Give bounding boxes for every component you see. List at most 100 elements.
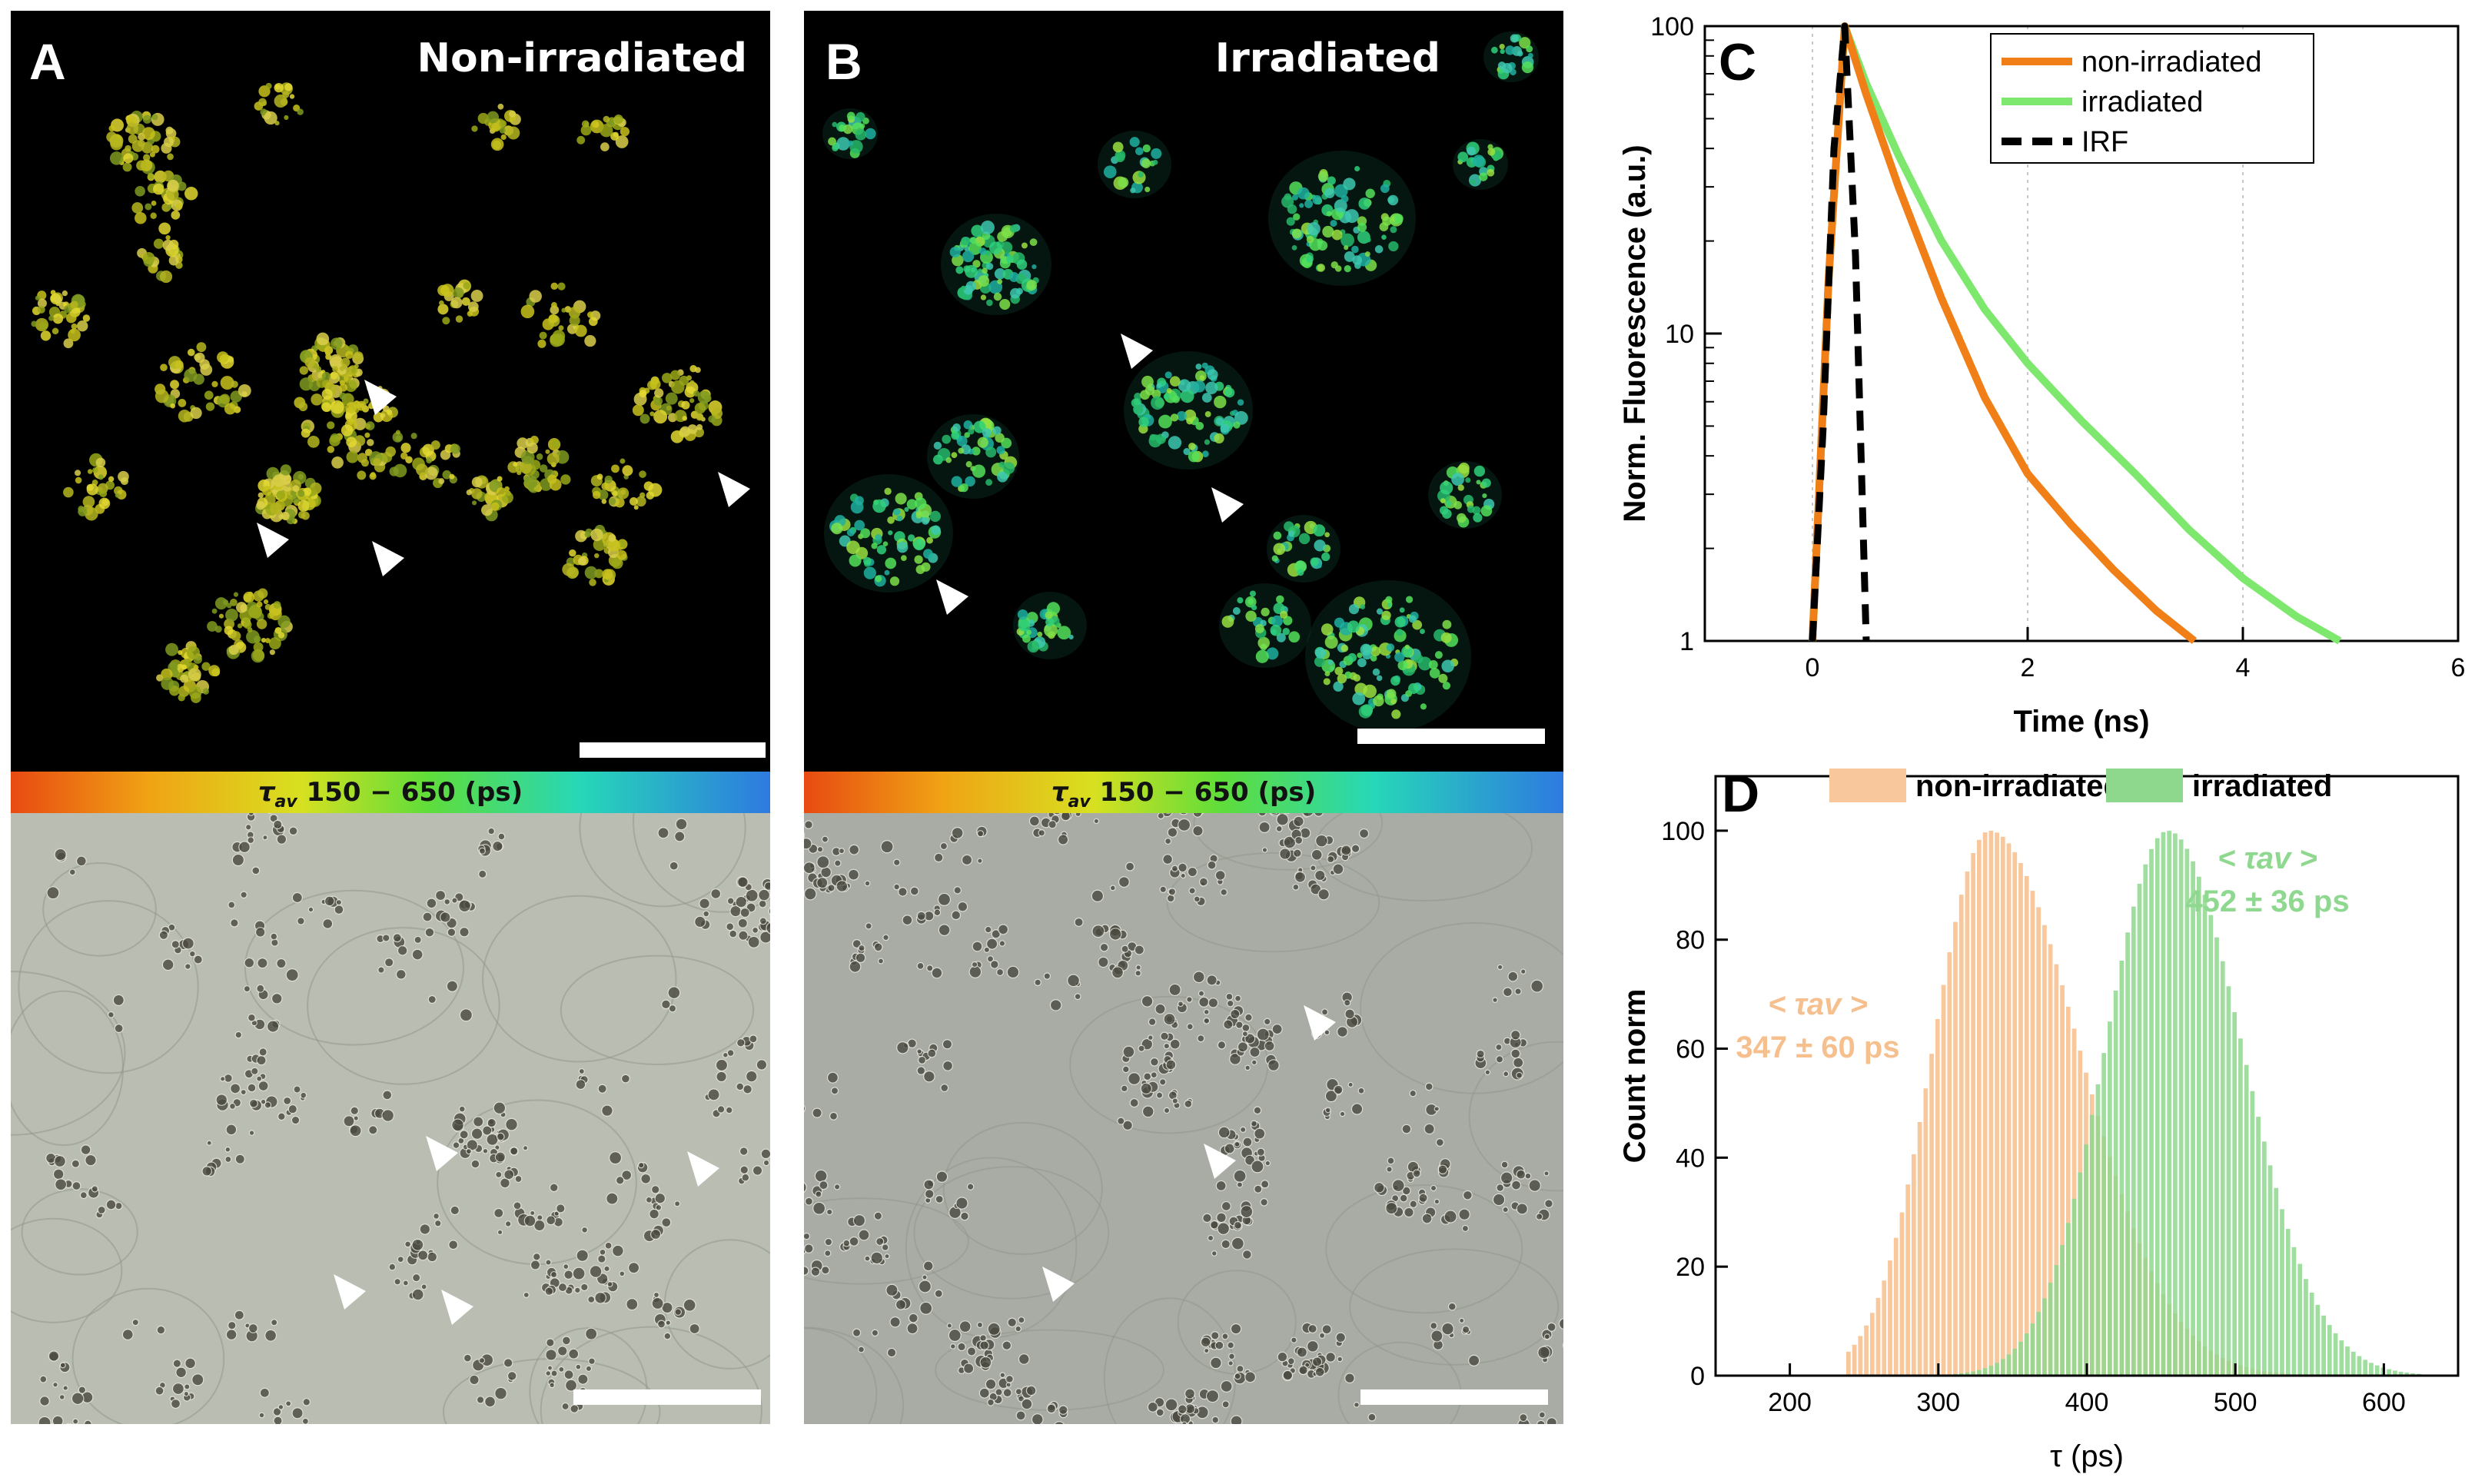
cell-dot — [588, 317, 598, 327]
cell-dot — [907, 534, 915, 542]
particle — [476, 1396, 485, 1404]
cell-dot — [640, 492, 646, 498]
particle — [234, 1154, 245, 1164]
particle — [58, 1393, 65, 1400]
particle — [1434, 1198, 1440, 1205]
cell-dot — [997, 231, 1008, 242]
series-line-non-irradiated — [1809, 22, 2198, 644]
particle — [1038, 829, 1045, 837]
particle — [238, 841, 251, 854]
cell-dot — [633, 505, 639, 510]
particle — [587, 1295, 596, 1303]
cell-dot — [620, 458, 626, 464]
cell-dot — [1340, 644, 1349, 652]
particle — [735, 895, 748, 908]
cell-dot — [610, 131, 620, 141]
cell-dot — [1135, 147, 1144, 156]
annotation-label: < τav > — [1768, 988, 1868, 1021]
cell-dot — [904, 506, 909, 512]
cell-dot — [175, 203, 182, 210]
particle — [1091, 925, 1105, 938]
particle — [669, 861, 679, 871]
particle — [1150, 1071, 1158, 1079]
cell-dot — [277, 615, 291, 629]
particle — [1163, 1107, 1171, 1114]
particle — [558, 1366, 565, 1373]
cell-dot — [584, 334, 596, 347]
cell-dot — [1199, 375, 1205, 380]
cell-dot — [1397, 660, 1408, 671]
particle — [957, 901, 968, 912]
cell-dot — [545, 449, 550, 454]
cell-dot — [1499, 44, 1505, 50]
tick-label-y: 20 — [1676, 1253, 1705, 1282]
particle — [908, 1313, 919, 1323]
cell-dot — [1387, 603, 1393, 608]
cell-dot — [1386, 643, 1395, 652]
cell-dot — [126, 122, 139, 135]
cell-dot — [1188, 442, 1196, 450]
cell-dot — [550, 302, 557, 308]
cell-dot — [1517, 50, 1523, 57]
particle — [833, 1184, 841, 1190]
particle — [824, 1237, 833, 1247]
particle — [1254, 1184, 1263, 1194]
histogram-bar-non-irradiated — [2018, 863, 2023, 1376]
particle — [1217, 1041, 1227, 1050]
particle — [758, 899, 767, 908]
particle — [1143, 1072, 1152, 1081]
cell-dot — [196, 342, 207, 353]
particle — [523, 1214, 537, 1227]
cell-dot — [35, 295, 41, 300]
cell-dot — [171, 211, 181, 220]
particle — [1121, 1065, 1130, 1074]
particle — [1057, 834, 1069, 845]
particle — [896, 1041, 909, 1054]
particle — [716, 1071, 727, 1083]
cell-dot — [1327, 176, 1336, 185]
cell-dot — [1284, 193, 1292, 201]
cell-dot — [1204, 411, 1211, 417]
cell-dot — [1322, 225, 1334, 238]
cell-dot — [1344, 209, 1359, 224]
cell-dot — [1429, 668, 1440, 679]
particle — [257, 958, 268, 969]
particle — [957, 1342, 966, 1352]
panel-c-letter: C — [1719, 33, 1756, 91]
particle — [1158, 1078, 1167, 1086]
particle — [1108, 928, 1122, 941]
cell-dot — [836, 137, 850, 151]
particle — [1234, 1220, 1242, 1230]
cell-dot — [965, 461, 972, 468]
particle — [1164, 838, 1172, 845]
cell-dot — [231, 631, 241, 641]
particle — [492, 840, 503, 852]
particle — [1264, 1041, 1275, 1052]
particle — [726, 897, 735, 905]
cell-dot — [65, 312, 77, 324]
cell-dot — [269, 502, 282, 515]
particle — [1192, 813, 1203, 818]
tick-label-y: 1 — [1679, 627, 1694, 656]
particle — [1430, 1330, 1443, 1343]
histogram-bar-irradiated — [2078, 1172, 2083, 1376]
particle — [971, 961, 978, 968]
cell-dot — [307, 435, 320, 448]
particle — [1157, 813, 1164, 820]
cell-dot — [968, 241, 982, 255]
cell-outline — [1325, 1184, 1523, 1314]
cell-dot — [467, 310, 473, 317]
particle — [493, 1207, 504, 1219]
particle — [1236, 1365, 1244, 1373]
tick-label-x: 500 — [2214, 1388, 2257, 1417]
particle — [1075, 813, 1081, 818]
cell-dot — [547, 474, 557, 484]
cell-dot — [463, 282, 470, 290]
cell-dot — [1394, 214, 1404, 224]
particle — [1461, 1325, 1470, 1334]
cell-dot — [339, 392, 347, 400]
tick-label-y: 100 — [1650, 12, 1694, 41]
legend-swatch-non-irradiated — [1829, 769, 1906, 802]
cell-dot — [539, 331, 547, 340]
particle — [726, 922, 735, 931]
